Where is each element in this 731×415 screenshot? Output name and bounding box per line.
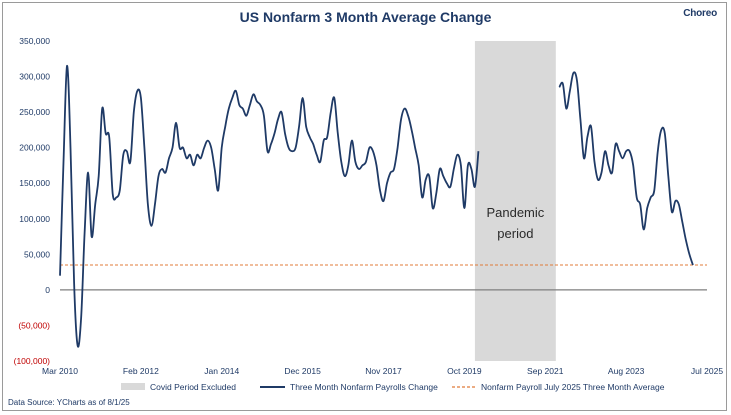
source-note: Data Source: YCharts as of 8/1/25 (8, 398, 130, 407)
y-tick-label: (50,000) (18, 320, 50, 330)
x-tick-label: Mar 2010 (42, 366, 78, 376)
x-tick-label: Jul 2025 (691, 366, 723, 376)
y-tick-label: 300,000 (19, 72, 50, 82)
series-line-segment-2 (558, 71, 694, 266)
chart-title: US Nonfarm 3 Month Average Change (239, 9, 492, 25)
y-tick-label: (100,000) (14, 356, 51, 366)
y-tick-label: 200,000 (19, 143, 50, 153)
brand-logo: Choreo (683, 8, 717, 19)
y-tick-label: 50,000 (24, 249, 50, 259)
y-tick-label: 350,000 (19, 36, 50, 46)
y-tick-label: 100,000 (19, 214, 50, 224)
legend-label: Nonfarm Payroll July 2025 Three Month Av… (481, 382, 665, 392)
legend-label: Covid Period Excluded (150, 382, 236, 392)
x-tick-label: Nov 2017 (365, 366, 402, 376)
y-tick-label: 150,000 (19, 178, 50, 188)
legend-label: Three Month Nonfarm Payrolls Change (290, 382, 438, 392)
x-tick-label: Feb 2012 (123, 366, 159, 376)
x-tick-label: Aug 2023 (608, 366, 645, 376)
x-tick-label: Dec 2015 (284, 366, 321, 376)
pandemic-annotation: Pandemic (486, 205, 544, 220)
legend-swatch-band (121, 383, 145, 390)
pandemic-annotation: period (497, 226, 533, 241)
covid-band (474, 41, 556, 361)
x-tick-label: Sep 2021 (527, 366, 564, 376)
x-tick-label: Oct 2019 (447, 366, 482, 376)
x-tick-label: Jan 2014 (204, 366, 239, 376)
chart-frame (2, 2, 727, 411)
y-tick-label: 250,000 (19, 107, 50, 117)
series-line-segment-1 (59, 64, 480, 348)
y-tick-label: 0 (45, 285, 50, 295)
